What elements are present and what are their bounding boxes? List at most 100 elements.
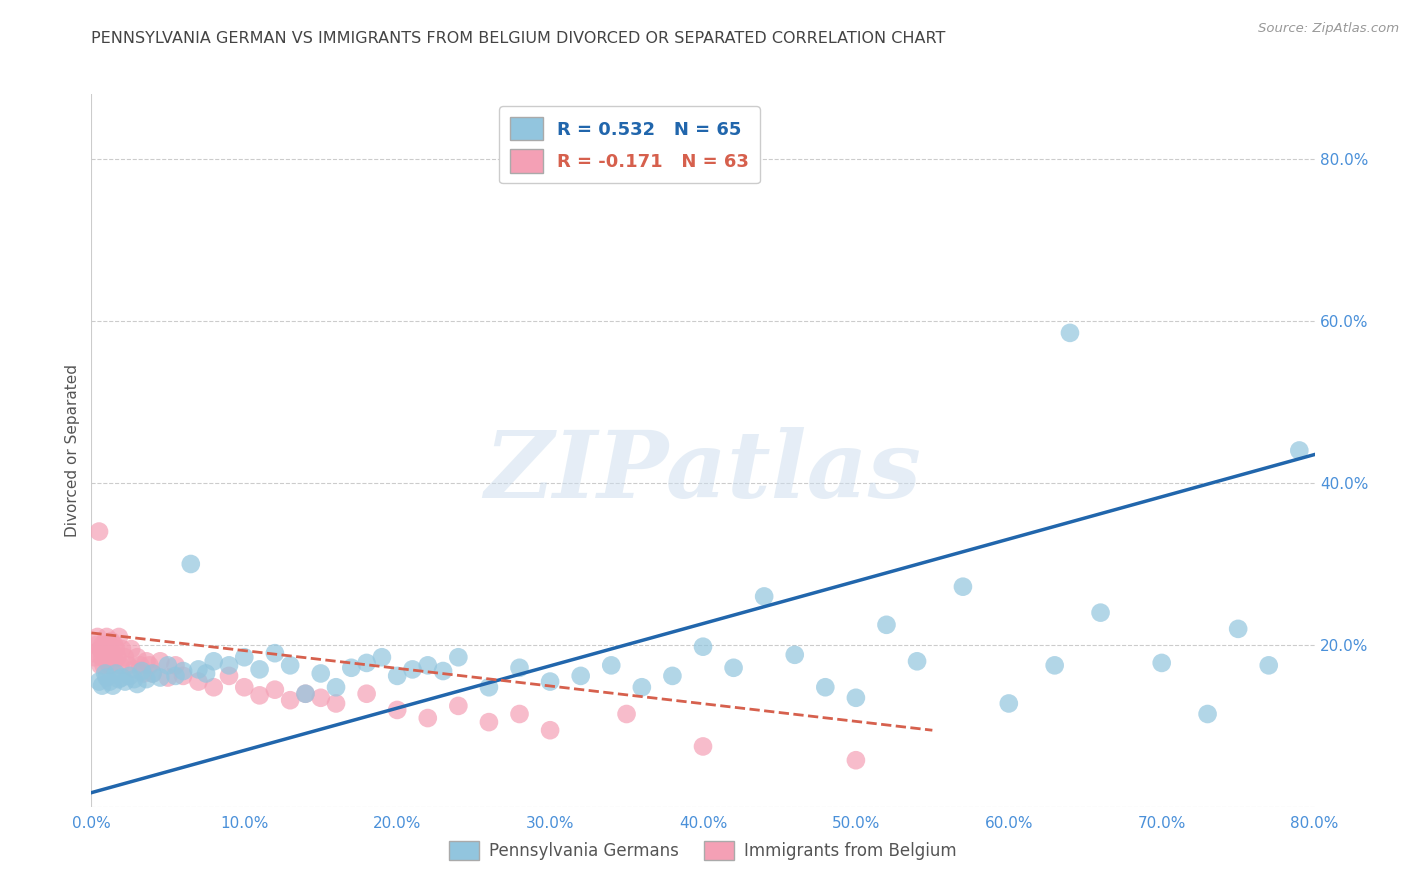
Point xyxy=(340,661,363,675)
Point xyxy=(127,677,149,691)
Point xyxy=(1059,326,1081,340)
Point xyxy=(90,658,112,673)
Point xyxy=(104,642,127,657)
Point xyxy=(1090,606,1112,620)
Point xyxy=(1043,658,1066,673)
Point xyxy=(91,650,114,665)
Point xyxy=(114,650,136,665)
Point xyxy=(309,690,332,705)
Point xyxy=(149,654,172,668)
Point xyxy=(94,666,117,681)
Point xyxy=(86,630,108,644)
Point xyxy=(108,672,131,686)
Point xyxy=(233,650,256,665)
Point xyxy=(149,671,172,685)
Point xyxy=(120,642,142,657)
Point xyxy=(98,674,121,689)
Point xyxy=(172,664,194,678)
Point xyxy=(100,650,122,665)
Point xyxy=(94,642,117,657)
Point xyxy=(875,617,898,632)
Point xyxy=(416,658,439,673)
Point xyxy=(101,646,124,660)
Point xyxy=(91,679,114,693)
Point xyxy=(447,650,470,665)
Text: Source: ZipAtlas.com: Source: ZipAtlas.com xyxy=(1258,22,1399,36)
Point xyxy=(141,666,163,681)
Point xyxy=(1288,443,1310,458)
Point xyxy=(998,697,1021,711)
Point xyxy=(371,650,394,665)
Point xyxy=(103,654,125,668)
Point xyxy=(87,674,110,689)
Point xyxy=(692,739,714,754)
Point xyxy=(118,669,141,683)
Point xyxy=(135,672,157,686)
Point xyxy=(631,680,654,694)
Point xyxy=(218,658,240,673)
Point xyxy=(385,703,409,717)
Point xyxy=(447,698,470,713)
Point xyxy=(385,669,409,683)
Point xyxy=(845,690,868,705)
Point xyxy=(97,650,120,665)
Point xyxy=(103,638,125,652)
Point xyxy=(952,580,974,594)
Point xyxy=(131,664,153,678)
Point xyxy=(1150,656,1173,670)
Point xyxy=(416,711,439,725)
Point xyxy=(172,669,194,683)
Point xyxy=(401,662,423,676)
Point xyxy=(538,723,561,738)
Point xyxy=(814,680,837,694)
Point xyxy=(202,654,225,668)
Point xyxy=(117,658,139,673)
Point xyxy=(165,658,187,673)
Point xyxy=(905,654,928,668)
Point xyxy=(294,687,316,701)
Point xyxy=(692,640,714,654)
Point xyxy=(783,648,806,662)
Legend: Pennsylvania Germans, Immigrants from Belgium: Pennsylvania Germans, Immigrants from Be… xyxy=(443,834,963,867)
Point xyxy=(309,666,332,681)
Point xyxy=(1197,706,1219,721)
Point xyxy=(96,654,118,668)
Point xyxy=(91,638,114,652)
Point xyxy=(87,524,110,539)
Point xyxy=(278,658,301,673)
Point xyxy=(325,680,347,694)
Point xyxy=(723,661,745,675)
Point xyxy=(156,658,179,673)
Point xyxy=(156,671,179,685)
Point xyxy=(264,682,287,697)
Point xyxy=(616,706,638,721)
Point xyxy=(110,658,132,673)
Point xyxy=(356,687,378,701)
Point xyxy=(1257,658,1279,673)
Point xyxy=(104,666,127,681)
Point xyxy=(195,666,218,681)
Point xyxy=(249,662,271,676)
Point xyxy=(1227,622,1250,636)
Point xyxy=(432,664,454,678)
Point xyxy=(122,662,145,676)
Point xyxy=(93,646,115,660)
Point xyxy=(132,666,155,681)
Point xyxy=(509,661,531,675)
Point xyxy=(165,669,187,683)
Point xyxy=(249,689,271,703)
Point xyxy=(108,630,131,644)
Point xyxy=(111,642,134,657)
Point xyxy=(111,671,134,685)
Point xyxy=(538,674,561,689)
Point xyxy=(569,669,592,683)
Point xyxy=(100,634,122,648)
Point xyxy=(845,753,868,767)
Point xyxy=(509,706,531,721)
Point xyxy=(83,650,105,665)
Point xyxy=(754,590,776,604)
Point xyxy=(187,674,209,689)
Point xyxy=(129,658,152,673)
Point xyxy=(96,630,118,644)
Point xyxy=(325,697,347,711)
